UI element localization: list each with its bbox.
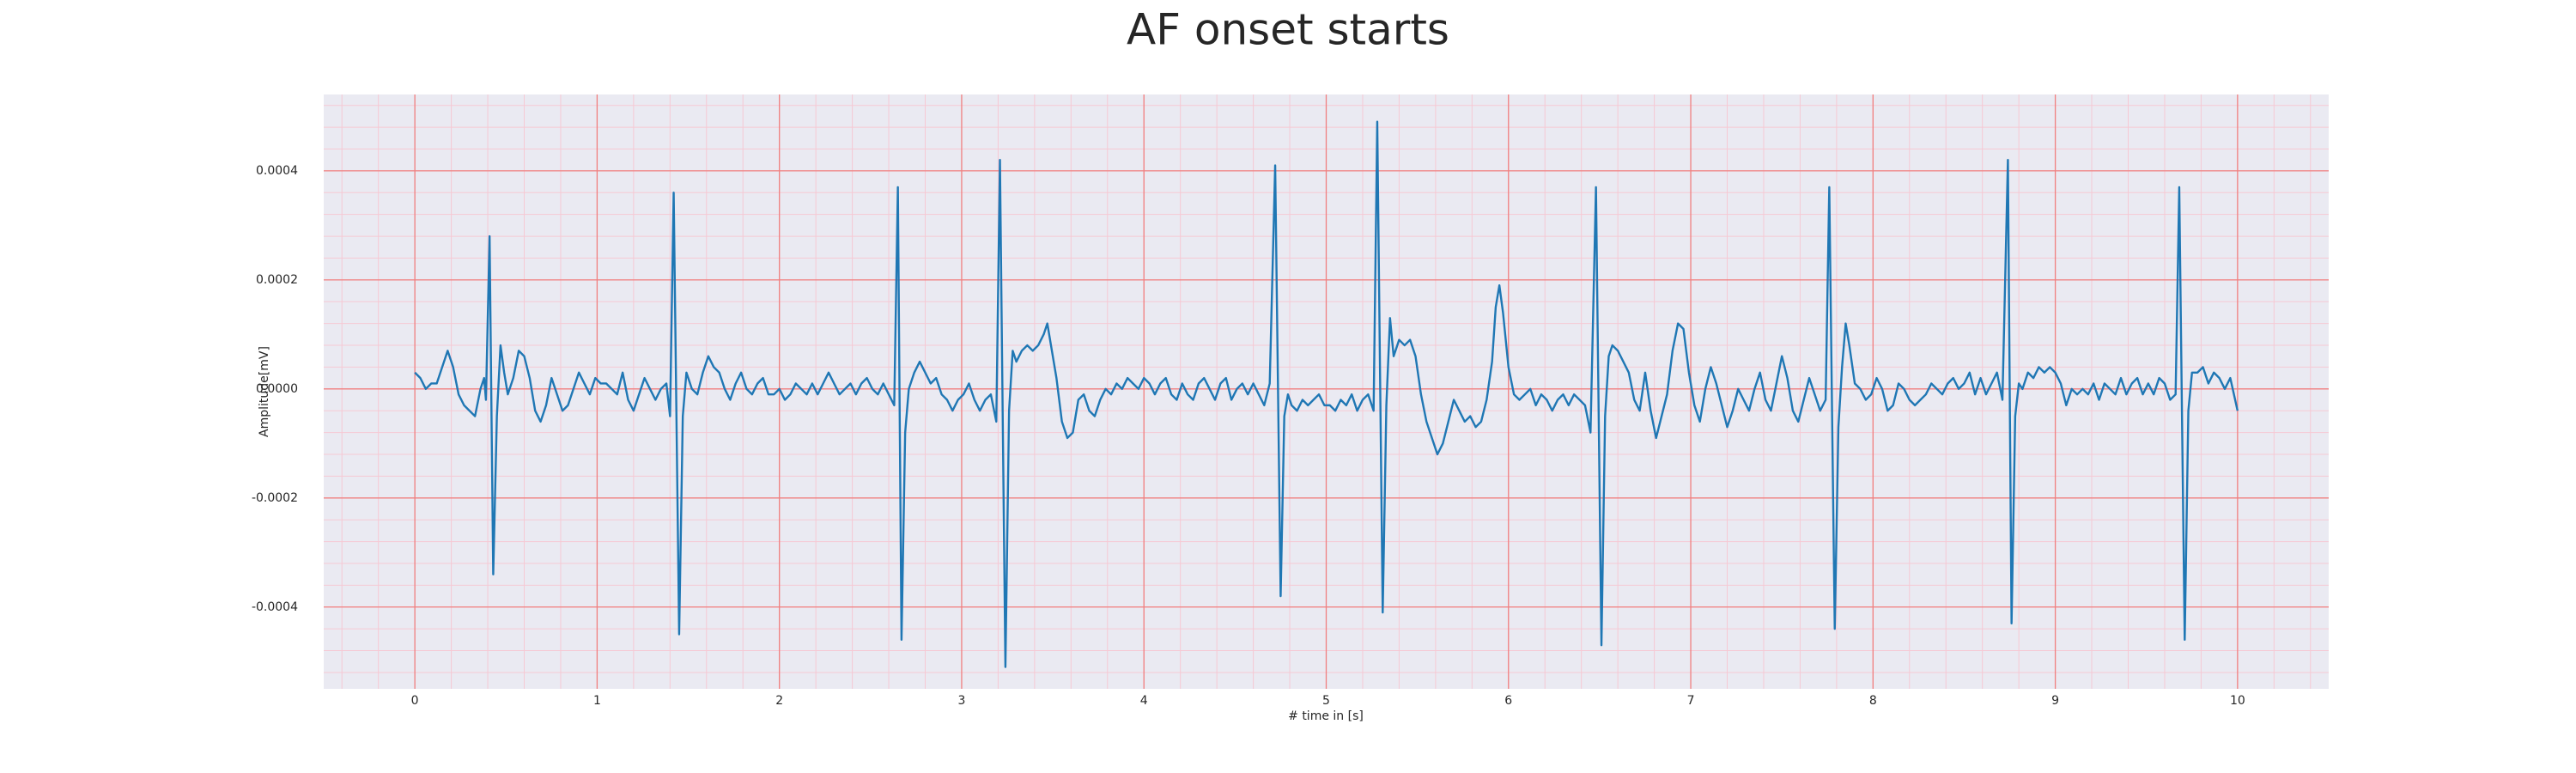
x-tick-label: 2 [775, 694, 783, 708]
x-tick-label: 7 [1687, 694, 1695, 708]
x-tick-label: 5 [1322, 694, 1330, 708]
y-tick-label: 0.0002 [256, 273, 298, 287]
x-tick-label: 6 [1504, 694, 1512, 708]
y-axis-label: Amplitude[mV] [258, 346, 271, 437]
chart-title: AF onset starts [1127, 5, 1449, 55]
ecg-line [414, 120, 2239, 668]
x-axis-label: # time in [s] [1288, 709, 1364, 723]
x-tick-label: 1 [593, 694, 601, 708]
x-tick-label: 4 [1140, 694, 1148, 708]
y-tick-label: -0.0004 [252, 600, 298, 614]
x-tick-label: 3 [957, 694, 965, 708]
major-grid [324, 94, 2329, 689]
y-tick-label: -0.0002 [252, 491, 298, 505]
x-tick-label: 9 [2051, 694, 2059, 708]
x-tick-label: 8 [1869, 694, 1877, 708]
x-tick-label: 0 [411, 694, 419, 708]
y-tick-label: 0.0000 [256, 382, 298, 396]
y-tick-label: 0.0004 [256, 164, 298, 178]
x-tick-label: 10 [2230, 694, 2245, 708]
